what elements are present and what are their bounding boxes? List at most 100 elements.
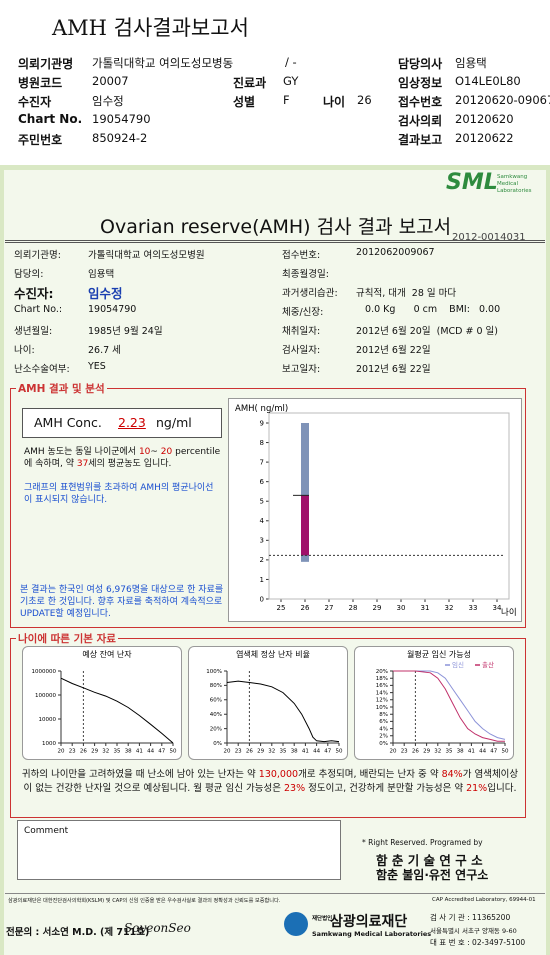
patient-label: 수진자: [14,286,54,301]
x-tick-label: 26 [80,749,87,755]
info-label: 성별 [233,95,256,109]
patient-label: 담당의: [14,269,44,280]
info-value: O14LE0L80 [455,74,521,88]
y-tick-label: 20% [210,726,222,732]
x-tick-label: 50 [502,749,509,755]
info-value: 임용택 [455,56,487,70]
y-tick-label: 8% [379,712,388,718]
y-tick-label: 10% [376,705,388,711]
logo-sub: Laboratories [497,188,532,194]
info-value: 20120620 [455,112,514,126]
patient-label: Chart No.: [14,304,63,315]
x-tick-label: 47 [158,749,165,755]
x-tick-label: 50 [336,749,343,755]
value-bar [301,495,309,556]
x-tick-label: 20 [224,749,231,755]
y-tick-label: 1000 [42,741,56,747]
patient-label: 최종월경일: [282,269,329,280]
y-tick-label: 14% [376,690,388,696]
x-tick-label: 44 [313,749,320,755]
conc-box [22,408,222,438]
patient-value: YES [88,361,106,372]
y-tick-label: 16% [376,683,388,689]
plot-frame [268,412,510,600]
x-tick-label: 50 [170,749,177,755]
conc-label: AMH Conc. [34,415,102,430]
info-label: 접수번호 [398,95,443,109]
y-tick-label: 4 [260,517,265,525]
x-tick-label: 41 [136,749,143,755]
patient-value: 2012년 6월 20일 (MCD # 0 일) [356,326,498,337]
signature: SoyeonSeo [124,921,191,935]
curve [60,677,174,744]
curve [226,680,340,743]
info-label: 검사의뢰 [398,114,443,128]
y-tick-label: 6% [379,719,388,725]
percentile-text: AMH 농도는 동일 나이군에서 10~ 20 percentile에 속하며,… [24,446,222,470]
y-tick-label: 2% [379,734,388,740]
summary: 귀하의 나이만을 고려하였을 때 난소에 남아 있는 난자는 약 130,000… [20,768,520,796]
title-rule [5,240,545,243]
foundation-en: Samkwang Medical Laboratories [312,930,432,938]
y-tick-label: 1 [260,576,264,584]
x-tick-label: 31 [421,604,430,612]
y-tick-label: 3 [260,537,264,545]
x-tick-label: 20 [390,749,397,755]
conc-unit: ng/ml [156,415,192,430]
y-axis-label: AMH( ng/ml) [235,404,288,414]
patient-value: 가톨릭대학교 여의도성모병원 [88,250,205,261]
section-title: 나이에 따른 기본 자료 [16,631,118,646]
chart-title: 월평균 임신 가능성 [407,649,471,659]
curve [393,670,506,740]
info-label: 나이 [323,95,346,109]
info-label: 진료과 [233,76,267,90]
y-tick-label: 10000 [39,717,57,723]
x-tick-label: 34 [493,604,502,612]
percentile-part: 10 [138,447,151,457]
conc-value: 2.23 [118,415,146,430]
logo: SML [446,170,498,195]
age-chart: 0%2% 4%6%8%10%12% 14%16%18%20% 20 23 26 29 32 35… [354,646,514,760]
patient-value: 26.7 세 [88,345,121,356]
x-tick-label: 29 [91,749,98,755]
accreditation: 삼광의료재단은 대한진단검사의학회(KSLM) 및 CAP의 신임 인증을 받은… [8,898,281,904]
foundation-prefix: 재단법인 [312,916,333,922]
percentile-part: percentile에 속하며, 약 [24,447,221,469]
x-tick-label: 32 [445,604,454,612]
source-note: 본 결과는 한국인 여성 6,976명을 대상으로 한 자료를 기초로 한 것입… [20,585,224,619]
x-tick-label: 47 [324,749,331,755]
legend-label: 출산 [482,660,494,669]
x-tick-label: 44 [147,749,154,755]
y-tick-label: 9 [260,419,264,427]
patient-label: 보고일자: [282,364,321,375]
foundation-logo [284,912,308,936]
patient-value: 임용택 [88,269,115,280]
info-value: / - [285,55,297,69]
summary-part: 23% [283,783,306,794]
info-value: 26 [357,93,372,107]
report-title: Ovarian reserve(AMH) 검사 결과 보고서 [100,216,452,238]
info-value: 19054790 [92,112,151,126]
y-tick-label: 80% [210,683,222,689]
summary-part: 130,000 [258,769,299,780]
y-tick-label: 12% [376,698,388,704]
x-tick-label: 26 [301,604,310,612]
note: 그래프의 표현범위를 초과하여 AMH의 평균나이선이 표시되지 않습니다. [24,483,214,505]
x-tick-label: 29 [257,749,264,755]
percentile-part: 37 [76,459,89,469]
foundation: 삼광의료재단 [330,914,408,930]
info-label: 수진자 [18,95,52,109]
percentile-part: 20 [160,447,173,457]
info-value: 임수정 [92,94,124,108]
x-tick-label: 27 [325,604,334,612]
patient-value: 2012062009067 [356,247,435,258]
y-tick-label: 20% [376,669,388,675]
x-tick-label: 28 [349,604,358,612]
y-tick-label: 0% [379,741,388,747]
x-tick-label: 33 [469,604,478,612]
info-label: 담당의사 [398,57,443,71]
y-tick-label: 6 [260,478,265,486]
rights: * Right Reserved. Programed by [362,838,483,847]
y-tick-label: 4% [379,726,388,732]
